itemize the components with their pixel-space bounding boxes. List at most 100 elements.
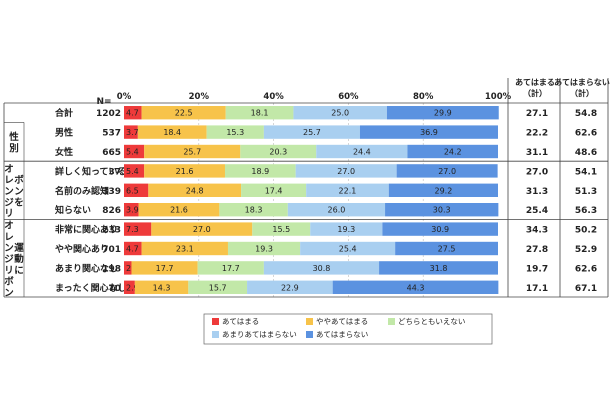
group-label-char: リ — [4, 265, 14, 276]
group-label-char: に — [14, 265, 24, 276]
bar-value-label: 18.9 — [251, 167, 269, 176]
bar-value-label: 19.3 — [337, 225, 355, 234]
bar-segment — [252, 222, 311, 236]
bar-value-label: 29.9 — [434, 109, 452, 118]
bar-value-label: 18.1 — [251, 109, 269, 118]
bar-segment — [151, 222, 253, 236]
bar-value-label: 25.7 — [183, 148, 201, 157]
group-label-char: オ — [4, 221, 14, 232]
summary-value: 22.2 — [526, 129, 548, 139]
bar-segment — [332, 280, 499, 294]
bar-segment — [263, 261, 380, 275]
bar-value-label: 3.9 — [126, 206, 139, 215]
bar-value-label: 25.4 — [339, 245, 357, 254]
bar-segment — [124, 222, 152, 236]
row-n: 198 — [102, 264, 121, 274]
bar-segment — [141, 106, 226, 120]
summary-value: 34.3 — [526, 226, 548, 236]
bar-value-label: 27.0 — [337, 167, 355, 176]
bar-segment — [227, 241, 301, 256]
bar-value-label: 22.1 — [339, 186, 357, 195]
summary-header: あてはまらない（計） — [554, 78, 610, 98]
bar-segment — [144, 164, 225, 178]
bar-segment — [300, 241, 396, 256]
bar-value-label: 19.3 — [255, 245, 273, 254]
row-label: 詳しく知っている — [55, 165, 127, 177]
bar-segment — [247, 280, 333, 294]
row-n: 826 — [102, 206, 121, 216]
bar-segment — [141, 241, 228, 256]
row-label: 男性 — [55, 127, 73, 139]
row-n: 701 — [102, 245, 121, 255]
group-label-char: 性 — [9, 131, 19, 143]
bar-value-label: 18.4 — [163, 128, 181, 137]
bar-segment — [148, 183, 242, 197]
summary-value: 62.6 — [575, 129, 597, 139]
bar-value-label: 25.7 — [303, 128, 321, 137]
bar-value-label: 27.0 — [193, 225, 211, 234]
row-n: 233 — [102, 226, 121, 236]
bar-value-label: 4.7 — [126, 245, 139, 254]
bar-value-label: 36.9 — [420, 128, 438, 137]
bar-segment — [386, 106, 499, 120]
bar-value-label: 2.9 — [126, 283, 139, 292]
bar-value-label: 4.7 — [126, 109, 139, 118]
row-n: 37 — [108, 167, 121, 177]
summary-value: 31.3 — [526, 187, 548, 197]
group-label-char: レ — [4, 175, 14, 186]
bar-segment — [124, 125, 138, 139]
bar-value-label: 17.7 — [156, 264, 174, 273]
bar-segment — [388, 183, 498, 197]
bar-segment — [407, 144, 498, 159]
row-n: 1202 — [96, 109, 121, 119]
legend-label: あてはまる — [222, 317, 259, 326]
x-tick-label: 60% — [338, 92, 359, 102]
bar-value-label: 17.4 — [265, 186, 283, 195]
group-label-char: ン — [14, 186, 24, 197]
bar-value-label: 18.3 — [245, 206, 263, 215]
bar-value-label: 31.8 — [430, 264, 448, 273]
bar-segment — [224, 164, 296, 178]
row-n: 70 — [108, 284, 121, 294]
summary-value: 17.1 — [526, 284, 548, 294]
legend-label: ややあてはまる — [316, 317, 368, 326]
group-label-char: ジ — [4, 198, 14, 209]
row-label: まったく関心なし — [55, 283, 127, 294]
bar-segment — [124, 144, 145, 159]
row-n: 665 — [102, 148, 121, 158]
row-n: 537 — [102, 129, 121, 139]
row-label: 女性 — [55, 146, 73, 158]
summary-value: 51.3 — [575, 187, 597, 197]
bar-segment — [396, 164, 498, 178]
bar-segment — [306, 183, 389, 197]
bar-value-label: 21.6 — [176, 167, 194, 176]
legend-swatch — [212, 331, 219, 338]
row-n: 339 — [102, 187, 121, 197]
bar-segment — [138, 203, 220, 217]
row-label: 名前のみ認知 — [55, 185, 109, 197]
bar-value-label: 27.0 — [438, 167, 456, 176]
bar-value-label: 21.6 — [170, 206, 188, 215]
row-label: 合計 — [55, 107, 73, 119]
bar-value-label: 15.7 — [209, 283, 227, 292]
bar-segment — [310, 222, 383, 236]
row-label: あまり関心なし — [55, 263, 118, 274]
bar-value-label: 5.4 — [126, 148, 139, 157]
legend-swatch — [306, 331, 313, 338]
x-tick-label: 100% — [485, 92, 512, 102]
summary-value: 27.8 — [526, 245, 548, 255]
row-label: やや関心あり — [55, 244, 109, 255]
bar-value-label: 3.7 — [126, 128, 139, 137]
bar-value-label: 24.8 — [186, 186, 204, 195]
summary-value: 27.0 — [526, 167, 548, 177]
summary-value: 62.6 — [575, 264, 597, 274]
row-label: 非常に関心あり — [55, 224, 118, 236]
group-label-char: ン — [4, 186, 14, 197]
bar-segment — [144, 144, 241, 159]
legend-label: あまりあてはまらない — [222, 330, 297, 339]
summary-header: あてはまる（計） — [515, 78, 555, 98]
group-label-char: を — [14, 198, 24, 209]
group-label-char: ジ — [4, 254, 14, 265]
bar-segment — [124, 106, 142, 120]
bar-value-label: 30.9 — [431, 225, 449, 234]
